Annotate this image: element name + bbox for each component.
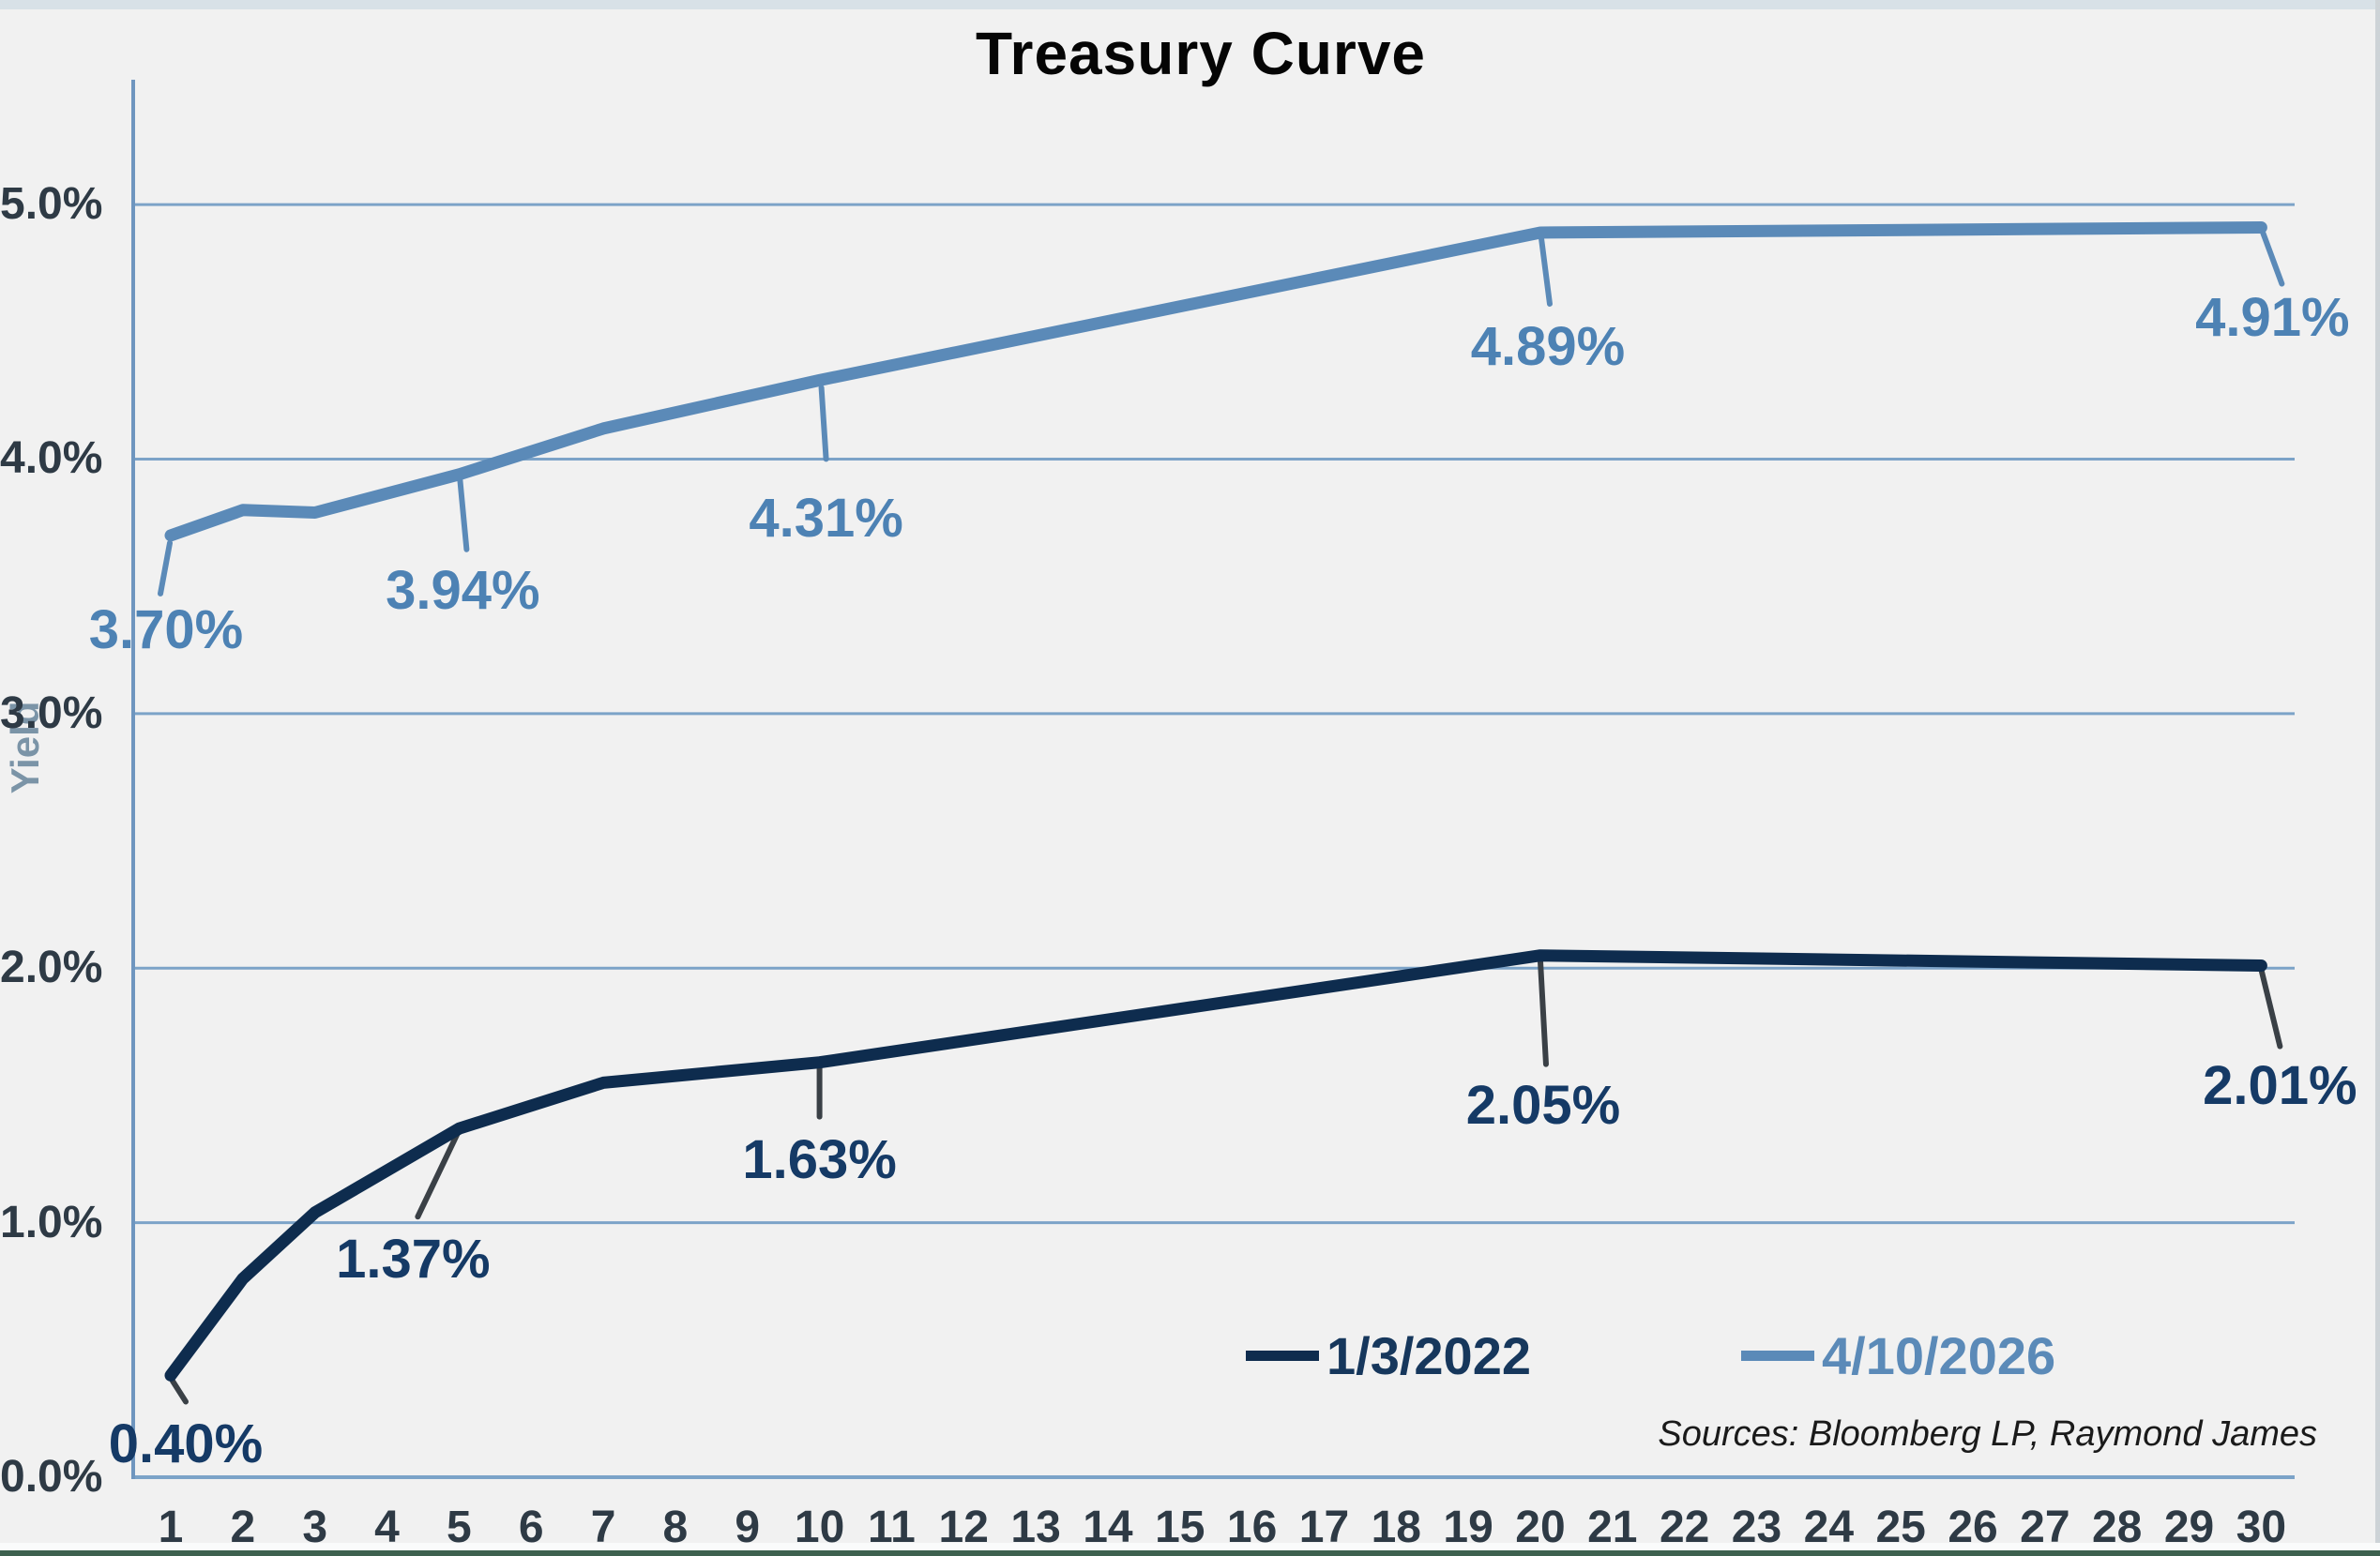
x-tick-23: 23 (1731, 1503, 1782, 1552)
data-label-4/10/2026-5y: 3.94% (386, 559, 540, 621)
chart-title: Treasury Curve (975, 20, 1427, 87)
data-label-1/3/2022-5y: 1.37% (336, 1229, 491, 1291)
legend-swatch-2022 (1246, 1350, 1319, 1361)
legend-label-2022: 1/3/2022 (1326, 1325, 1531, 1385)
leader-line-1/3/2022-20y (1537, 958, 1549, 1067)
y-tick-1.0%: 1.0% (0, 1197, 103, 1247)
series-line-4/10/2026 (164, 221, 2267, 542)
data-label-1/3/2022-10y: 1.63% (742, 1128, 897, 1190)
leader-line-4/10/2026-1y (158, 539, 174, 597)
x-tick-16: 16 (1226, 1503, 1278, 1552)
x-tick-18: 18 (1371, 1503, 1421, 1552)
x-tick-17: 17 (1298, 1503, 1350, 1552)
x-tick-12: 12 (938, 1503, 989, 1552)
leader-line-4/10/2026-20y (1538, 234, 1553, 307)
data-label-1/3/2022-1y: 0.40% (108, 1413, 264, 1475)
top-border-strip (0, 0, 2380, 9)
legend-label-2026: 4/10/2026 (1822, 1325, 2056, 1385)
data-label-4/10/2026-1y: 3.70% (88, 598, 244, 660)
x-tick-13: 13 (1010, 1503, 1061, 1552)
data-label-1/3/2022-20y: 2.05% (1465, 1074, 1621, 1136)
x-tick-25: 25 (1875, 1503, 1926, 1552)
x-tick-30: 30 (2236, 1503, 2287, 1552)
x-tick-5: 5 (447, 1503, 472, 1552)
x-tick-28: 28 (2091, 1503, 2143, 1552)
x-tick-2: 2 (230, 1503, 256, 1552)
y-tick-5.0%: 5.0% (0, 179, 103, 230)
data-label-4/10/2026-30y: 4.91% (2195, 286, 2350, 348)
legend-item-2026: 4/10/2026 (1741, 1325, 2055, 1385)
bottom-border-strip (0, 1550, 2380, 1556)
data-label-1/3/2022-30y: 2.01% (2203, 1054, 2357, 1116)
x-tick-29: 29 (2163, 1503, 2215, 1552)
x-tick-8: 8 (662, 1503, 689, 1552)
x-tick-22: 22 (1659, 1503, 1710, 1552)
legend-swatch-2026 (1741, 1350, 1814, 1361)
leader-line-1/3/2022-30y (2258, 966, 2283, 1050)
x-tick-4: 4 (374, 1503, 400, 1552)
y-tick-2.0%: 2.0% (0, 943, 103, 993)
x-tick-21: 21 (1587, 1503, 1638, 1552)
right-border-strip (2375, 0, 2380, 1556)
x-tick-7: 7 (590, 1503, 616, 1552)
source-note: Sources: Bloomberg LP, Raymond James (1658, 1414, 2317, 1454)
data-label-4/10/2026-10y: 4.31% (749, 488, 903, 550)
x-tick-27: 27 (2020, 1503, 2070, 1552)
x-tick-6: 6 (518, 1503, 544, 1552)
legend-item-2022: 1/3/2022 (1246, 1325, 1531, 1385)
x-tick-20: 20 (1515, 1503, 1566, 1552)
x-tick-15: 15 (1155, 1503, 1205, 1552)
y-tick-4.0%: 4.0% (0, 433, 103, 484)
x-tick-26: 26 (1948, 1503, 1998, 1552)
x-tick-10: 10 (794, 1503, 845, 1552)
x-tick-11: 11 (868, 1503, 916, 1552)
leader-line-4/10/2026-30y (2260, 230, 2285, 287)
y-tick-3.0%: 3.0% (0, 687, 103, 738)
leader-line-4/10/2026-5y (457, 476, 470, 552)
x-tick-24: 24 (1803, 1503, 1855, 1552)
data-label-4/10/2026-20y: 4.89% (1470, 315, 1626, 377)
x-tick-19: 19 (1443, 1503, 1493, 1552)
x-tick-9: 9 (735, 1503, 761, 1552)
y-tick-0.0%: 0.0% (0, 1452, 103, 1502)
leader-line-1/3/2022-5y (415, 1131, 461, 1220)
leader-line-4/10/2026-10y (818, 385, 829, 462)
leader-line-1/3/2022-1y (170, 1378, 189, 1405)
bottom-white-strip (0, 1543, 2380, 1550)
x-tick-3: 3 (302, 1503, 328, 1552)
x-tick-14: 14 (1083, 1503, 1133, 1552)
x-tick-1: 1 (158, 1503, 184, 1552)
series-line-1/3/2022 (164, 949, 2267, 1382)
